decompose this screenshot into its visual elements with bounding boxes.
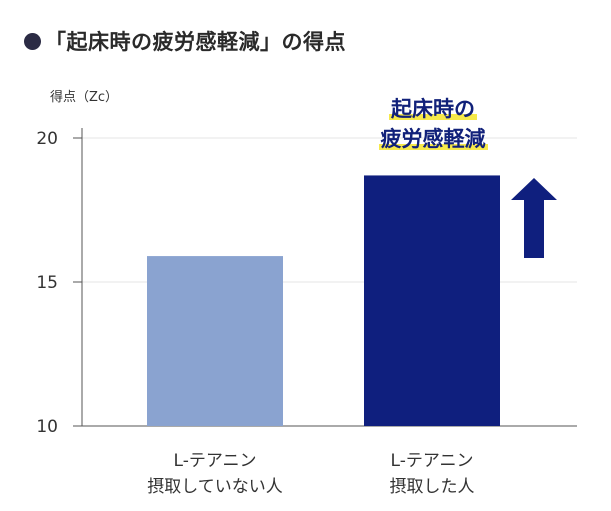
y-axis-label: 得点（Zc）: [50, 90, 119, 105]
x-label-line: L-テアニン: [390, 451, 474, 471]
up-arrow-icon: [511, 178, 557, 258]
x-label-no-theanine: L-テアニン 摂取していない人: [135, 448, 295, 500]
annotation-line-2: 疲労感軽減: [378, 124, 488, 154]
bullet-dot-icon: [24, 33, 41, 50]
bar: [147, 256, 283, 426]
chart-title: 「起床時の疲労感軽減」の得点: [24, 26, 346, 56]
x-label-line: 摂取した人: [389, 477, 475, 497]
annotation-line-1: 起床時の: [389, 94, 477, 124]
bar: [364, 175, 500, 426]
x-label-line: 摂取していない人: [147, 477, 283, 497]
y-tick-label: 10: [36, 417, 58, 437]
x-label-theanine: L-テアニン 摂取した人: [352, 448, 512, 500]
x-label-line: L-テアニン: [173, 451, 257, 471]
highlight-annotation: 起床時の 疲労感軽減: [358, 94, 508, 154]
y-tick-label: 15: [36, 273, 58, 293]
y-tick-label: 20: [36, 129, 58, 149]
